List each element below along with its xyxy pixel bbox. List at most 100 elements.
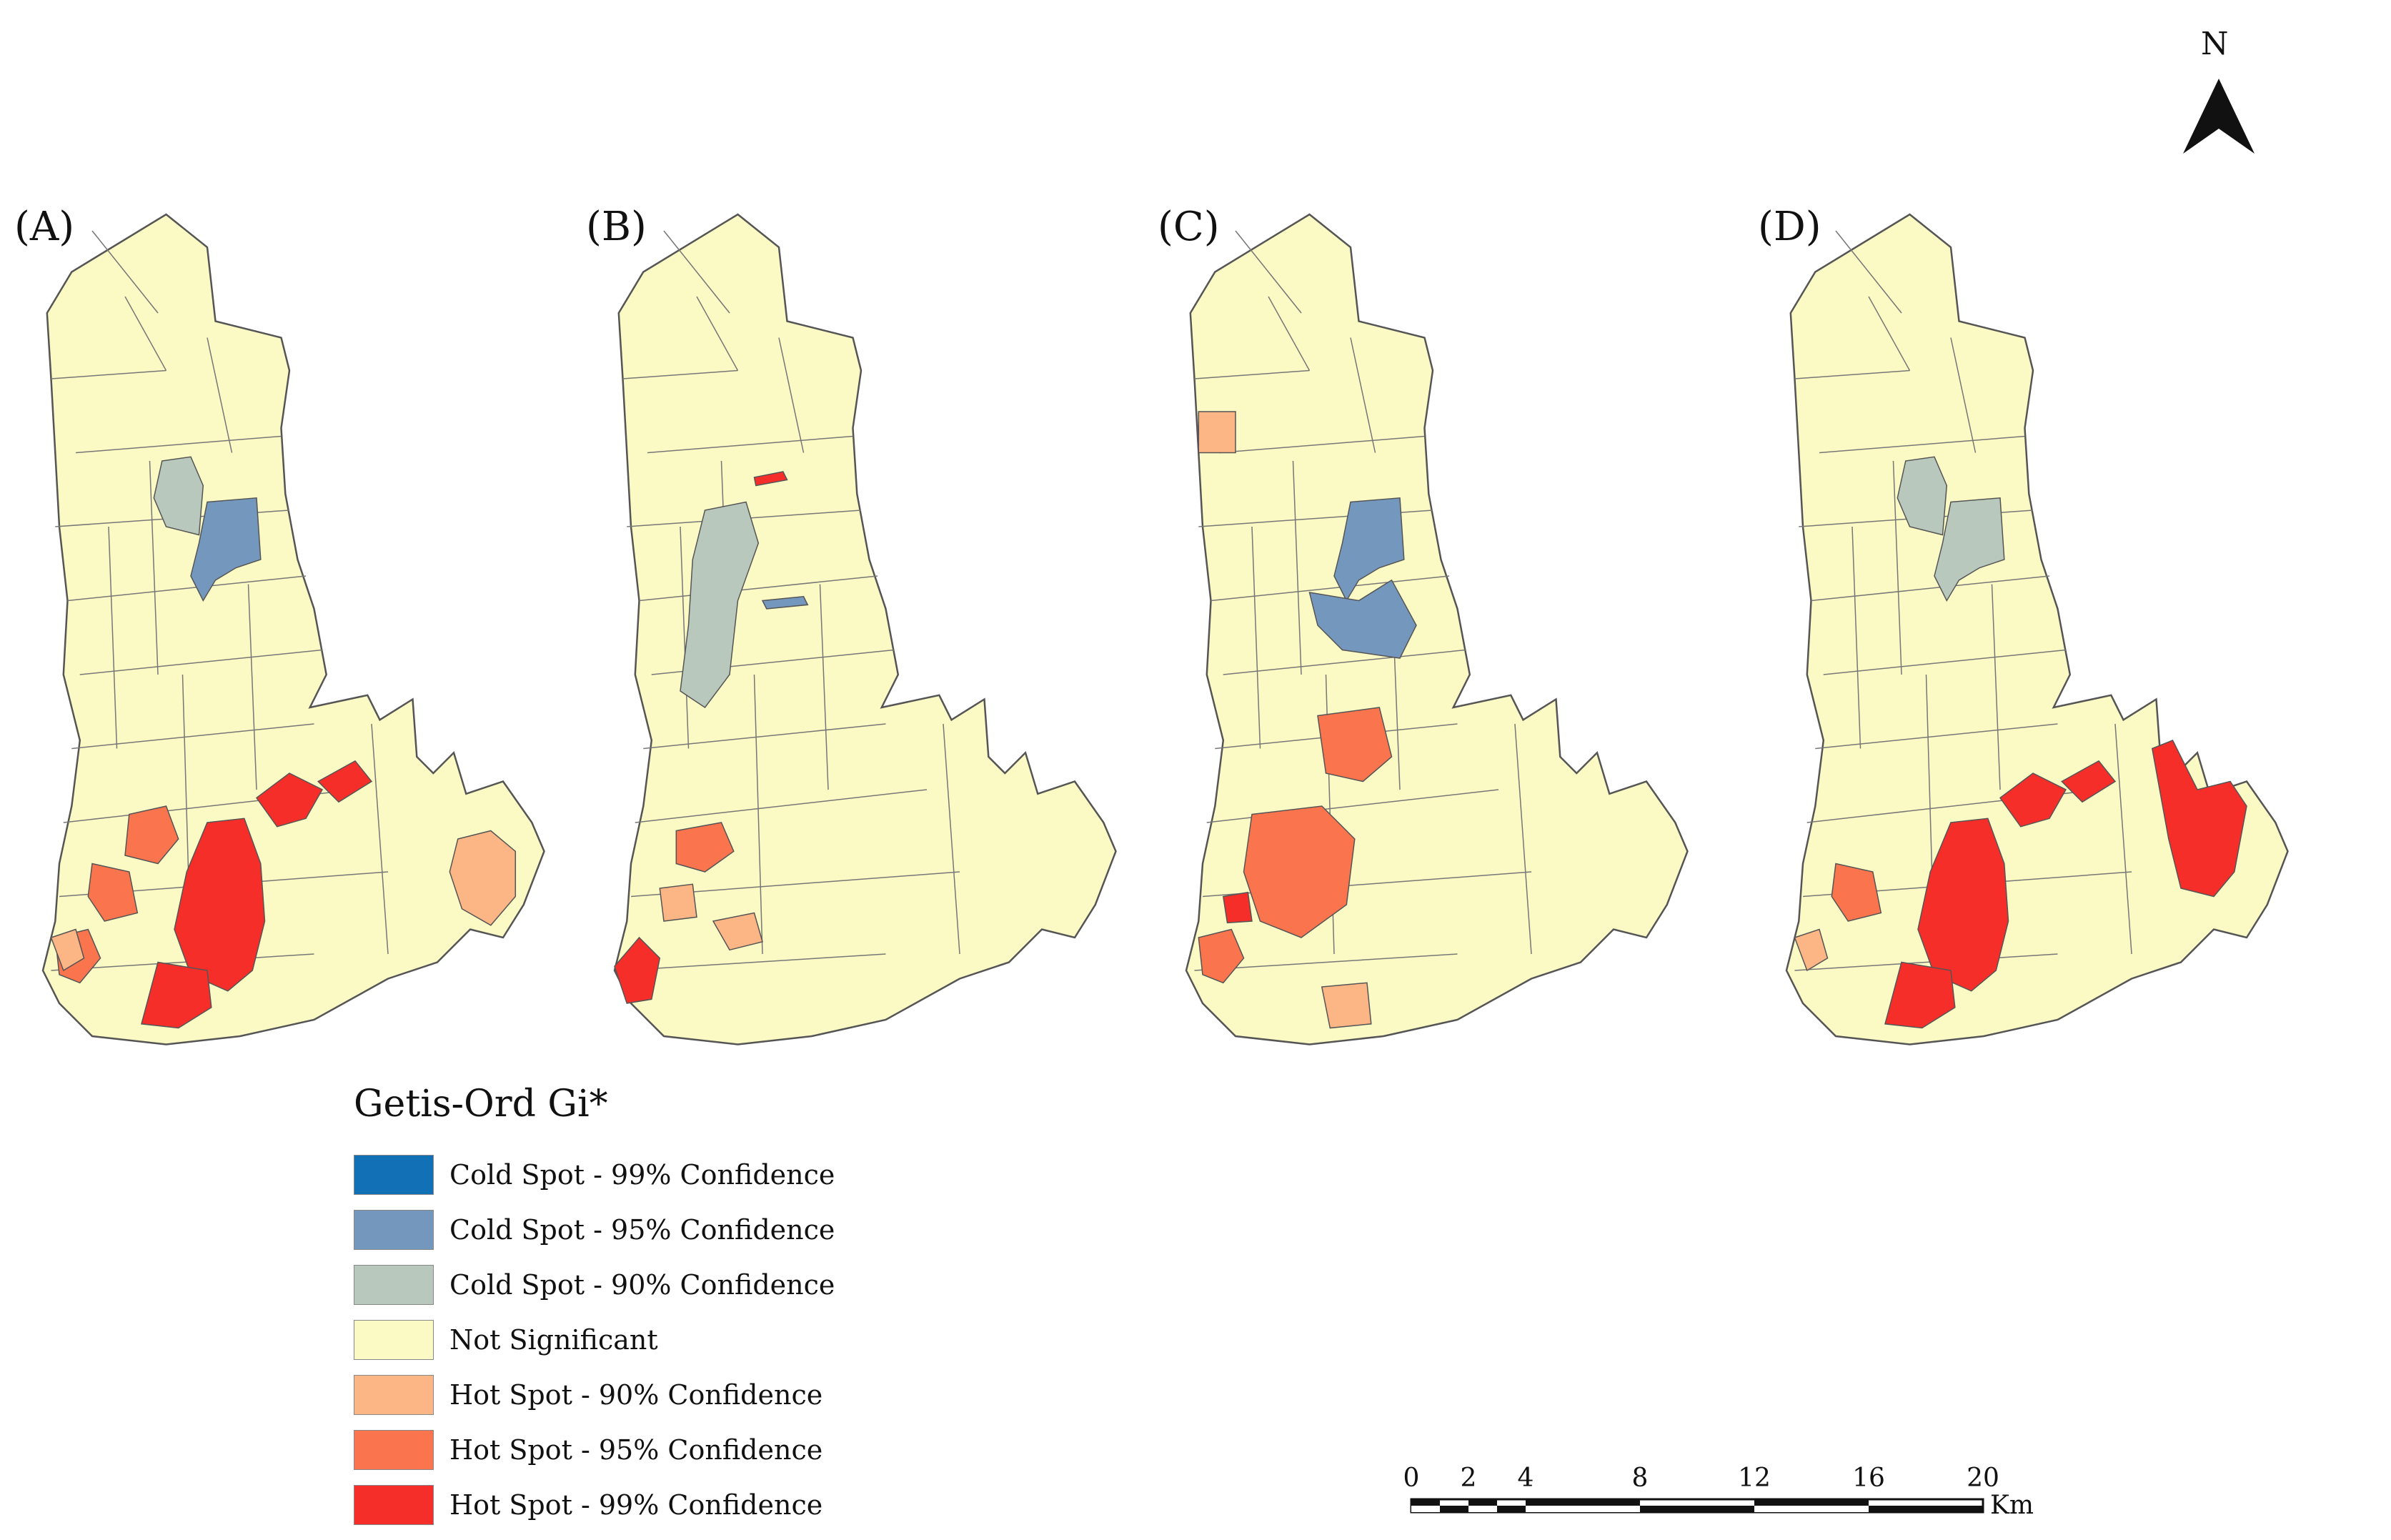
tract-boundary	[635, 789, 928, 823]
map-panel-a	[41, 213, 545, 1045]
region-hot99	[614, 936, 661, 1004]
tract-boundary	[1794, 369, 1910, 379]
tract-boundary	[124, 296, 167, 371]
tract-boundary	[67, 575, 307, 602]
panel-label-a: (A)	[14, 204, 75, 250]
tract-boundary	[1815, 723, 2058, 750]
tract-boundary	[51, 369, 166, 379]
region-cold95	[190, 497, 262, 602]
scale-bar-segment	[1440, 1506, 1468, 1512]
tract-boundary	[207, 337, 233, 453]
legend-swatch	[354, 1484, 434, 1525]
map-panel-d	[1785, 213, 2289, 1045]
tract-boundary	[1892, 460, 1902, 675]
tract-boundary	[622, 953, 886, 971]
region-hot95	[675, 822, 735, 873]
tract-boundary	[1211, 575, 1450, 602]
scale-bar-segment	[1497, 1506, 1526, 1512]
region-cold90	[153, 456, 204, 536]
tract-boundary	[1991, 584, 2001, 790]
legend: Getis-Ord Gi* Cold Spot - 99% Confidence…	[354, 1083, 835, 1532]
scale-tick-label: 2	[1460, 1464, 1477, 1493]
region-hot99	[2151, 740, 2247, 898]
region-hot95	[124, 805, 179, 865]
scale-tick-label: 8	[1631, 1464, 1649, 1493]
tract-boundary	[753, 674, 763, 955]
tract-boundary	[1819, 435, 2025, 454]
legend-label: Cold Spot - 99% Confidence	[449, 1158, 835, 1191]
tract-boundary	[51, 953, 314, 971]
tract-boundary	[1811, 575, 2050, 602]
tract-boundary	[1194, 369, 1310, 379]
tract-boundary	[2114, 723, 2132, 955]
tract-boundary	[943, 723, 960, 955]
region-hot99	[317, 760, 373, 803]
region-hot90	[712, 912, 763, 951]
region-hot99	[1222, 891, 1253, 924]
scale-bar-segment	[1526, 1499, 1640, 1506]
region-cold95	[1308, 579, 1417, 659]
tract-boundary	[1823, 649, 2067, 675]
scale-bar-segment	[1411, 1499, 1440, 1506]
tract-boundary	[1794, 953, 2058, 971]
region-hot95	[1317, 707, 1393, 783]
region-hot90	[1321, 982, 1372, 1029]
tract-boundary	[1851, 526, 1861, 749]
legend-item-hot99: Hot Spot - 99% Confidence	[354, 1477, 835, 1532]
legend-label: Hot Spot - 99% Confidence	[449, 1489, 823, 1521]
tract-boundary	[643, 723, 886, 750]
tract-boundary	[1235, 230, 1302, 314]
tract-boundary	[1950, 337, 1977, 453]
map-panel-b	[613, 213, 1117, 1045]
tract-boundary	[819, 584, 829, 790]
tract-boundary	[149, 460, 159, 675]
legend-item-ns: Not Significant	[354, 1312, 835, 1367]
legend-swatch	[354, 1154, 434, 1195]
tract-boundary	[75, 435, 282, 454]
scale-tick-label: 12	[1738, 1464, 1771, 1493]
legend-label: Hot Spot - 90% Confidence	[449, 1378, 823, 1411]
region-hot99	[1999, 773, 2067, 828]
tract-boundary	[1251, 526, 1261, 749]
tract-boundary	[1194, 953, 1458, 971]
region-hot95	[1831, 863, 1882, 922]
scale-tick-label: 4	[1517, 1464, 1534, 1493]
region-cold90	[1897, 456, 1948, 536]
scale-bar-segment	[1754, 1506, 1869, 1512]
scale-tick-label: 16	[1852, 1464, 1885, 1493]
region-hot99	[141, 961, 212, 1029]
region-hot95	[1243, 805, 1356, 938]
tract-boundary	[696, 296, 739, 371]
tract-boundary	[1514, 723, 1532, 955]
region-hot90	[50, 928, 85, 972]
legend-swatch	[354, 1429, 434, 1470]
scale-bar-segment	[1468, 1506, 1497, 1512]
region-cold95	[1333, 497, 1405, 602]
region-hot90	[659, 883, 697, 922]
scale-bar-segment	[1468, 1499, 1497, 1506]
region-hot99	[1884, 961, 1956, 1029]
tract-boundary	[647, 435, 853, 454]
tract-boundary	[1868, 296, 1911, 371]
tract-boundary	[639, 575, 878, 602]
panel-label-c: (C)	[1158, 204, 1220, 250]
study-area-outline	[613, 213, 1117, 1045]
region-hot90	[449, 830, 517, 926]
tract-boundary	[1223, 649, 1466, 675]
legend-item-cold90: Cold Spot - 90% Confidence	[354, 1257, 835, 1312]
legend-swatch	[354, 1209, 434, 1250]
region-hot90	[1198, 411, 1236, 454]
region-cold90	[1934, 497, 2005, 602]
tract-boundary	[247, 584, 257, 790]
tract-boundary	[1835, 230, 1902, 314]
scale-bar-segment	[1526, 1506, 1640, 1512]
region-hot99	[753, 471, 788, 487]
tract-boundary	[1268, 296, 1311, 371]
region-hot99	[174, 818, 266, 992]
legend-label: Cold Spot - 95% Confidence	[449, 1213, 835, 1246]
scale-tick-label: 0	[1403, 1464, 1420, 1493]
scale-bar-segment	[1754, 1499, 1869, 1506]
legend-swatch	[354, 1319, 434, 1360]
